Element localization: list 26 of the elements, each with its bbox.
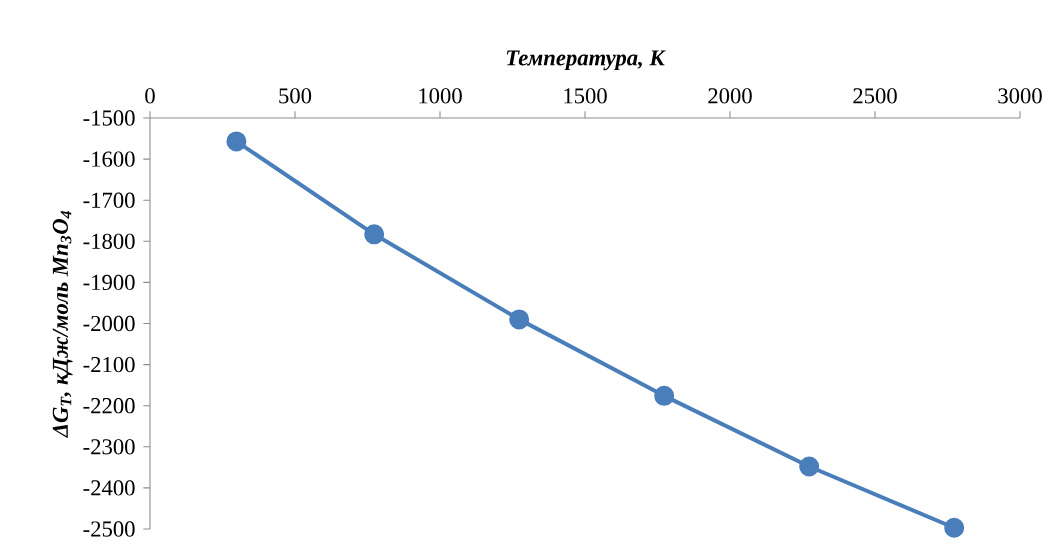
point <box>799 456 820 477</box>
y-tick-label: -2200 <box>83 398 135 414</box>
point <box>509 309 530 330</box>
x-tick-label: 0 <box>145 88 155 104</box>
x-tick-label: 1500 <box>564 88 607 104</box>
x-tick-label: 1000 <box>419 88 462 104</box>
x-tick-label: 2500 <box>853 88 897 104</box>
y-tick-label: -1800 <box>83 233 135 249</box>
y-tick-label: -2000 <box>83 315 135 332</box>
point <box>944 517 965 538</box>
y-tick-label: -1700 <box>83 192 135 208</box>
y-tick-label: -2500 <box>83 521 135 537</box>
x-tick-label: 2000 <box>708 88 752 104</box>
x-axis-title: Температура, К <box>506 50 666 71</box>
point <box>226 131 247 152</box>
y-axis-title: ΔG$_{T}$, кДж/моль Mn$_{3}$O$_{4}$ <box>52 210 73 438</box>
point <box>654 385 675 406</box>
x-tick-label: 3000 <box>998 88 1042 104</box>
x-tick-label: 500 <box>279 88 312 104</box>
y-tick-label: -1900 <box>83 274 135 291</box>
y-tick-label: -2300 <box>83 439 135 455</box>
y-tick-label: -2400 <box>83 480 135 496</box>
y-tick-label: -2100 <box>83 356 135 373</box>
y-tick-label: -1600 <box>83 151 135 167</box>
y-tick-label: -1500 <box>83 110 135 126</box>
point <box>364 224 385 245</box>
